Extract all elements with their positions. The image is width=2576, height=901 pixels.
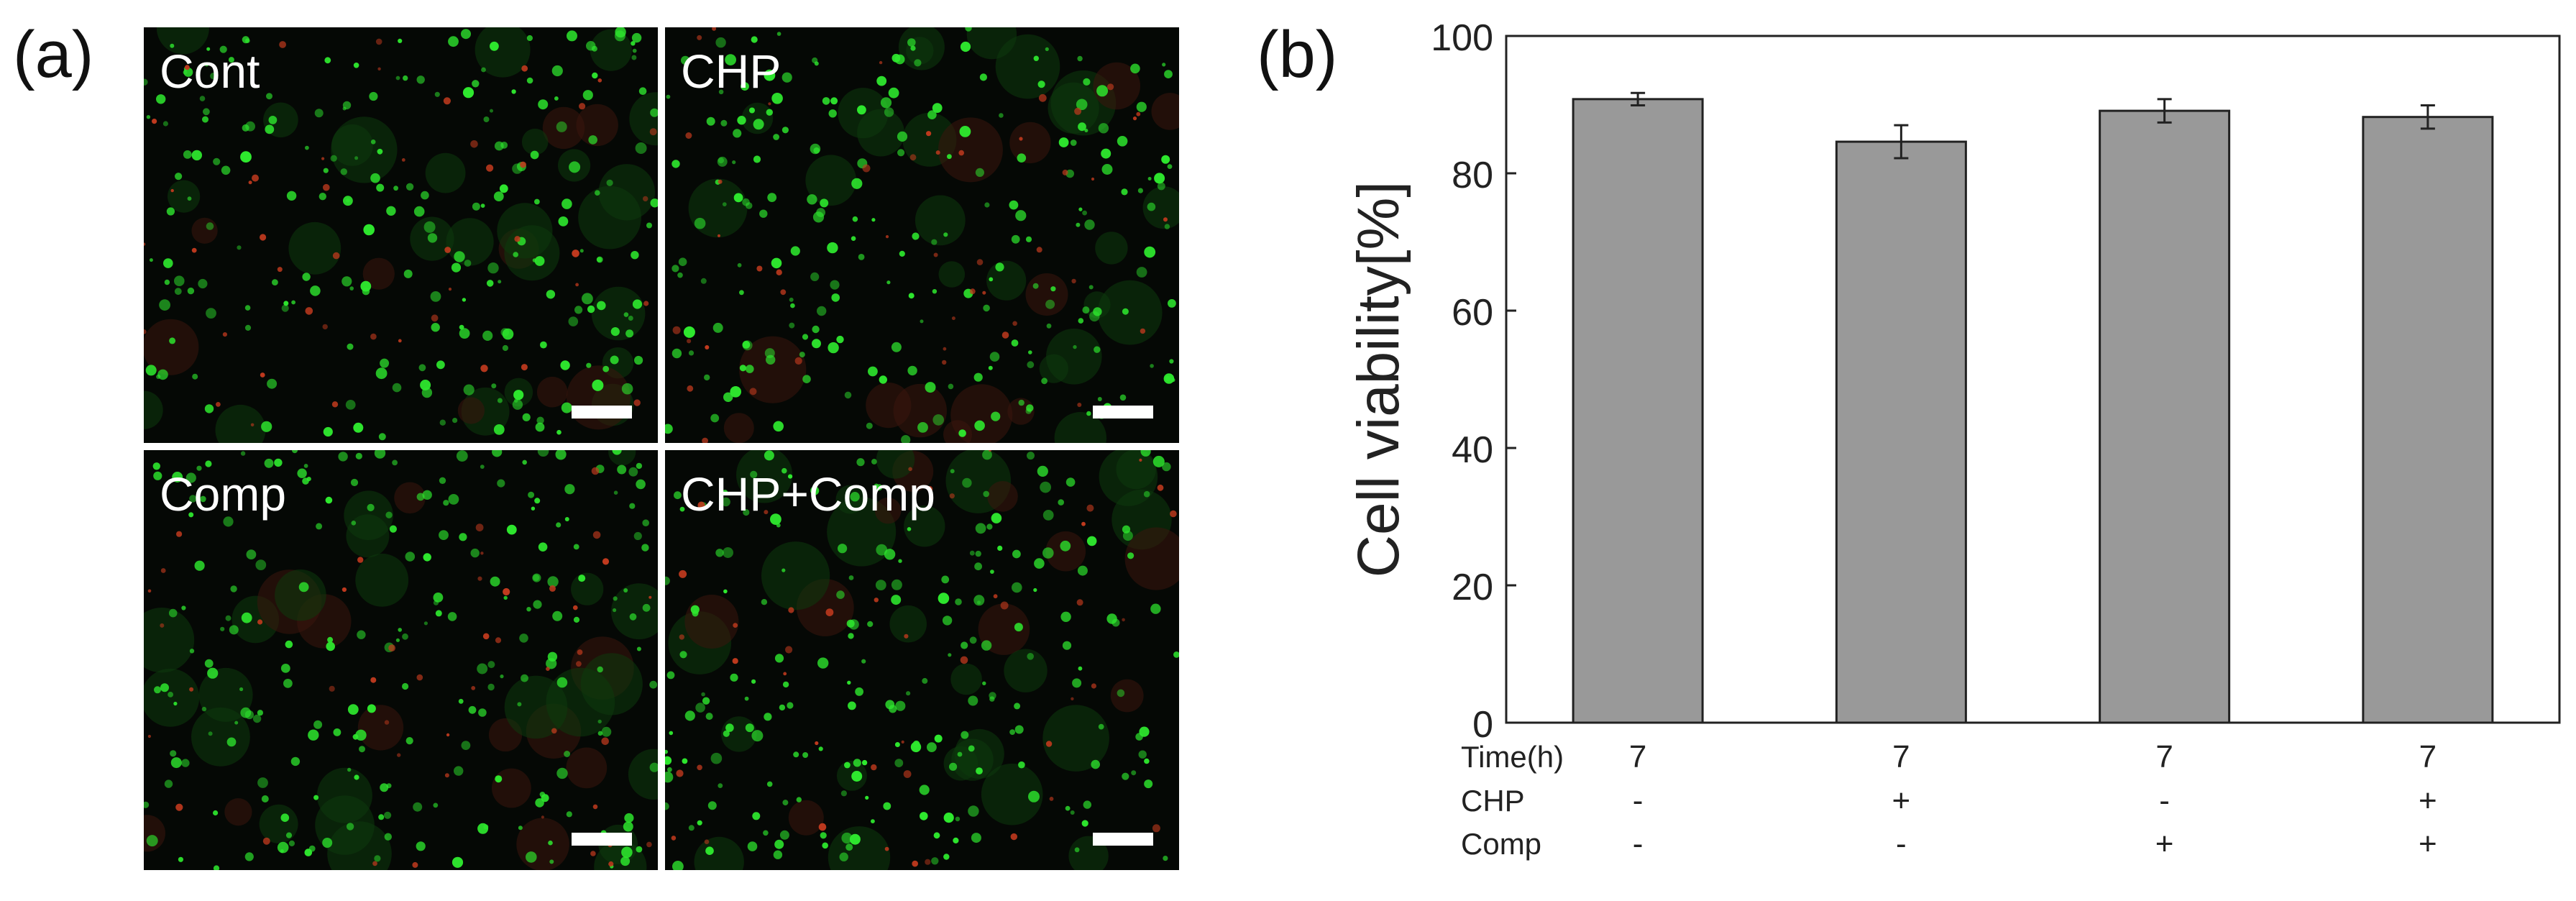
condition-cell: - [1633, 826, 1644, 861]
bar [2099, 109, 2231, 724]
micrograph-title: Comp [160, 467, 287, 521]
y-axis-label: Cell viability[%] [1346, 181, 1411, 577]
micrograph-comp: Comp [144, 450, 658, 870]
micrograph-title: CHP+Comp [681, 467, 935, 521]
condition-cell: 7 [1892, 739, 1910, 774]
y-tick-label: 40 [1452, 429, 1493, 471]
condition-cell: + [1892, 783, 1911, 818]
y-tick-label: 60 [1452, 292, 1493, 334]
cell-field [144, 450, 658, 870]
condition-cell: - [1896, 826, 1907, 861]
scale-bar [572, 406, 632, 419]
bar [1572, 98, 1704, 724]
micrograph-grid: Cont CHP Comp CHP+Comp [144, 27, 1179, 870]
condition-cell: - [1633, 783, 1644, 818]
cell-field [665, 27, 1179, 443]
micrograph-chp: CHP [665, 27, 1179, 443]
micrograph-title: CHP [681, 45, 781, 98]
y-tick-label: 0 [1472, 704, 1493, 746]
condition-row-label: CHP [1461, 784, 1525, 818]
y-tick-label: 20 [1452, 567, 1493, 608]
micrograph-title: Cont [160, 45, 260, 98]
condition-row-label: Comp [1461, 827, 1541, 861]
cell-field [144, 27, 658, 443]
scale-bar [572, 833, 632, 846]
cell-field [665, 450, 1179, 870]
condition-cell: + [2419, 826, 2437, 861]
condition-cell: 7 [2419, 739, 2437, 774]
panel-a-label: (a) [13, 18, 94, 91]
scale-bar [1093, 833, 1153, 846]
condition-row-label: Time(h) [1461, 740, 1564, 774]
micrograph-cont: Cont [144, 27, 658, 443]
condition-cell: 7 [1629, 739, 1646, 774]
condition-cell: + [2419, 783, 2437, 818]
condition-cell: 7 [2155, 739, 2173, 774]
bar [1835, 140, 1967, 724]
panel-b-label: (b) [1257, 18, 1338, 91]
micrograph-chp-comp: CHP+Comp [665, 450, 1179, 870]
bar [2362, 116, 2494, 724]
condition-cell: - [2159, 783, 2170, 818]
condition-cell: + [2155, 826, 2174, 861]
y-tick-label: 100 [1431, 17, 1493, 59]
scale-bar [1093, 406, 1153, 419]
plot-frame [1505, 35, 2561, 724]
y-tick-label: 80 [1452, 155, 1493, 196]
